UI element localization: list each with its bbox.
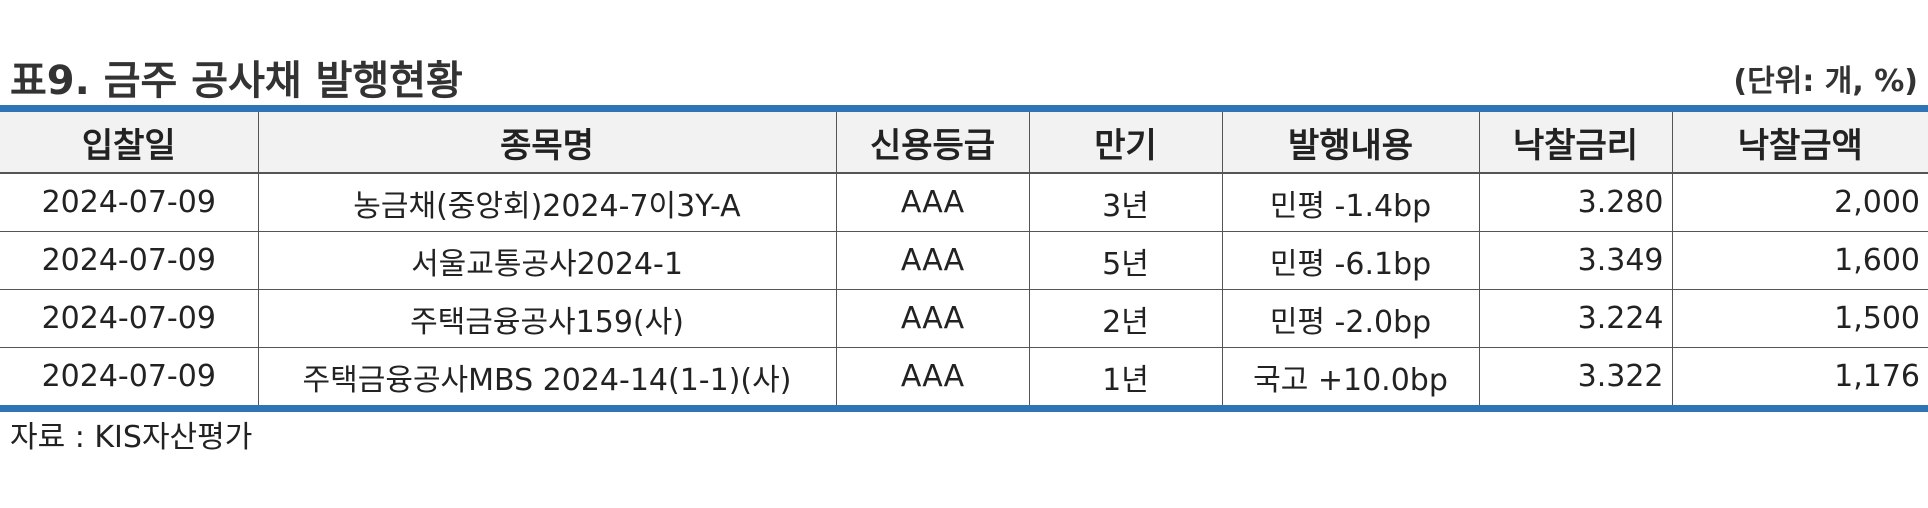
cell-bid-amount: 1,600 bbox=[1671, 231, 1928, 290]
table-row: 2024-07-09 농금채(중앙회)2024-7이3Y-A AAA 3년 민평… bbox=[0, 173, 1928, 232]
cell-bid-date: 2024-07-09 bbox=[0, 173, 258, 232]
cell-issue-details: 민평 -2.0bp bbox=[1221, 289, 1479, 348]
cell-maturity: 1년 bbox=[1028, 347, 1222, 409]
cell-issue-details: 국고 +10.0bp bbox=[1221, 347, 1479, 409]
cell-bid-date: 2024-07-09 bbox=[0, 289, 258, 348]
table-title: 표9. 금주 공사채 발행현황 bbox=[10, 58, 463, 104]
cell-issue-name: 주택금융공사159(사) bbox=[257, 289, 836, 348]
header-bid-date: 입찰일 bbox=[0, 108, 258, 174]
header-bid-amount: 낙찰금액 bbox=[1671, 108, 1928, 174]
cell-bid-rate: 3.349 bbox=[1478, 231, 1672, 290]
cell-bid-amount: 1,500 bbox=[1671, 289, 1928, 348]
table-row: 2024-07-09 서울교통공사2024-1 AAA 5년 민평 -6.1bp… bbox=[0, 231, 1928, 290]
bond-issuance-table: 입찰일 종목명 신용등급 만기 발행내용 낙찰금리 낙찰금액 2024-07-0… bbox=[0, 105, 1928, 412]
cell-credit-rating: AAA bbox=[835, 173, 1029, 232]
header-credit-rating: 신용등급 bbox=[835, 108, 1029, 174]
cell-maturity: 5년 bbox=[1028, 231, 1222, 290]
cell-issue-details: 민평 -6.1bp bbox=[1221, 231, 1479, 290]
source-note: 자료 : KIS자산평가 bbox=[10, 420, 253, 455]
table-row: 2024-07-09 주택금융공사MBS 2024-14(1-1)(사) AAA… bbox=[0, 347, 1928, 409]
cell-bid-rate: 3.224 bbox=[1478, 289, 1672, 348]
cell-issue-details: 민평 -1.4bp bbox=[1221, 173, 1479, 232]
title-row: 표9. 금주 공사채 발행현황 (단위: 개, %) bbox=[10, 48, 1918, 104]
cell-credit-rating: AAA bbox=[835, 347, 1029, 409]
cell-issue-name: 주택금융공사MBS 2024-14(1-1)(사) bbox=[257, 347, 836, 409]
cell-bid-amount: 2,000 bbox=[1671, 173, 1928, 232]
unit-label: (단위: 개, %) bbox=[1733, 64, 1918, 99]
cell-issue-name: 서울교통공사2024-1 bbox=[257, 231, 836, 290]
cell-bid-rate: 3.322 bbox=[1478, 347, 1672, 409]
header-issue-name: 종목명 bbox=[257, 108, 836, 174]
header-maturity: 만기 bbox=[1028, 108, 1222, 174]
cell-bid-date: 2024-07-09 bbox=[41, 359, 216, 394]
cell-credit-rating: AAA bbox=[835, 289, 1029, 348]
cell-maturity: 2년 bbox=[1028, 289, 1222, 348]
header-issue-details: 발행내용 bbox=[1221, 108, 1479, 174]
header-bid-rate: 낙찰금리 bbox=[1478, 108, 1672, 174]
header-row: 입찰일 종목명 신용등급 만기 발행내용 낙찰금리 낙찰금액 bbox=[0, 108, 1928, 174]
cell-bid-rate: 3.280 bbox=[1478, 173, 1672, 232]
table-row: 2024-07-09 주택금융공사159(사) AAA 2년 민평 -2.0bp… bbox=[0, 289, 1928, 348]
cell-credit-rating: AAA bbox=[835, 231, 1029, 290]
cell-issue-name: 농금채(중앙회)2024-7이3Y-A bbox=[257, 173, 836, 232]
cell-bid-amount: 1,176 bbox=[1671, 347, 1928, 409]
cell-bid-date: 2024-07-09 bbox=[0, 231, 258, 290]
cell-maturity: 3년 bbox=[1028, 173, 1222, 232]
